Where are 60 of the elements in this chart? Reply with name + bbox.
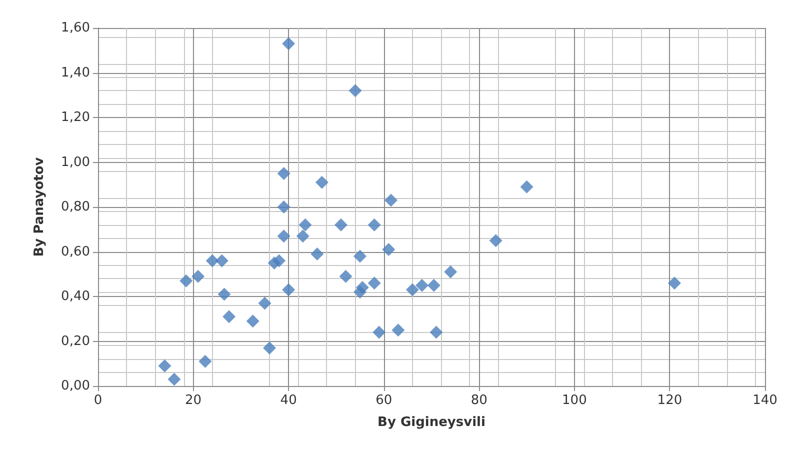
point (668, 276, 681, 290)
x-tick-label: 0 (94, 393, 102, 408)
point (298, 218, 312, 232)
point (384, 194, 398, 207)
point (430, 326, 443, 339)
point (372, 326, 386, 339)
point (334, 218, 348, 232)
point (277, 200, 290, 214)
point (158, 359, 172, 372)
point (218, 288, 231, 301)
y-tick-label: 0,00 (61, 378, 90, 394)
point (215, 254, 228, 268)
point (354, 250, 367, 263)
point (282, 37, 296, 50)
y-tick-label: 1,40 (61, 65, 90, 80)
x-tick-label: 40 (280, 393, 297, 408)
point (520, 180, 534, 194)
point (415, 278, 428, 292)
x-tick-label: 60 (376, 393, 392, 408)
point (356, 281, 369, 294)
point (272, 254, 286, 268)
y-tick-label: 0,80 (61, 200, 90, 214)
point (315, 176, 328, 189)
point (192, 270, 205, 283)
point (339, 270, 352, 283)
x-axis-title: By Gigineysvili (378, 415, 486, 430)
y-tick-label: 1,60 (61, 20, 90, 36)
point (296, 230, 310, 243)
y-axis-title: By Panayotov (32, 156, 47, 257)
point (444, 265, 458, 278)
point (310, 247, 324, 260)
point (406, 283, 419, 296)
point (489, 234, 502, 248)
y-tick-label: 1,00 (61, 154, 90, 170)
point (198, 354, 212, 368)
point (222, 310, 236, 324)
point (382, 243, 396, 256)
point (392, 324, 405, 337)
y-tick-label: 0,40 (61, 289, 90, 304)
point (282, 283, 296, 296)
point (263, 341, 276, 354)
y-tick-label: 0,20 (61, 334, 90, 349)
x-tick-label: 100 (562, 393, 587, 408)
point (180, 274, 193, 288)
point (246, 314, 260, 328)
point (277, 230, 290, 243)
x-tick-label: 20 (185, 393, 202, 408)
point (368, 276, 381, 290)
point (168, 372, 181, 386)
point (348, 84, 362, 98)
point (368, 218, 381, 232)
x-tick-label: 80 (470, 393, 488, 408)
point (206, 254, 219, 268)
y-tick-label: 0,60 (61, 244, 90, 260)
point (277, 166, 290, 180)
point (427, 278, 440, 292)
x-tick-label: 120 (657, 393, 682, 408)
x-tick-label: 140 (752, 393, 778, 408)
point (258, 296, 272, 310)
y-tick-label: 1,20 (61, 110, 90, 125)
